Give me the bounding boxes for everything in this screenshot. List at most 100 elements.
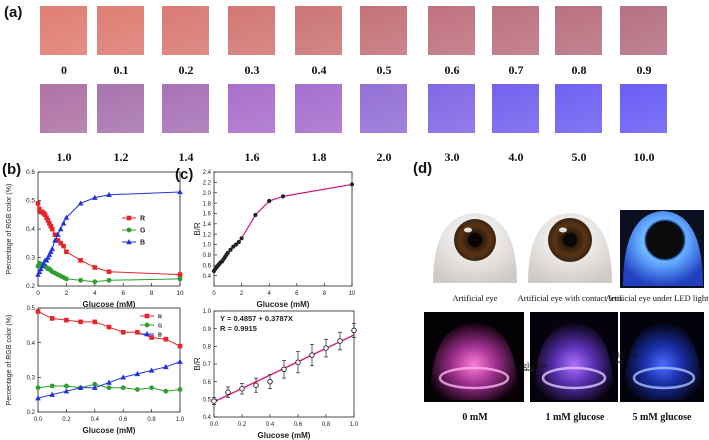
data-point	[37, 206, 42, 212]
y-tick-label: 0.2	[27, 410, 36, 416]
data-point	[35, 201, 41, 206]
y-tick-label: 1.6	[203, 212, 212, 218]
legend-label: G	[158, 324, 162, 330]
data-point	[58, 240, 64, 246]
data-point	[106, 269, 112, 275]
data-point	[47, 248, 54, 254]
rgb-percentage-chart-full-range: 0 2 4 6 8 10 0.2 0.3 0.4 0.5 0.6 Glucose (mM) Percen…	[6, 169, 184, 309]
y-tick-label: 0.4	[26, 226, 35, 233]
y-tick-label: 2.2	[203, 181, 212, 187]
data-point	[177, 188, 183, 195]
data-point	[92, 319, 98, 325]
caption-0mM: 0 mM	[462, 412, 488, 423]
concentration-label: 0.8	[571, 63, 587, 77]
x-tick-label: 0	[212, 291, 216, 297]
data-point	[120, 374, 126, 380]
data-point	[120, 329, 126, 335]
x-tick-label: 8	[323, 291, 327, 297]
y-tick-label: 1.0	[203, 309, 212, 315]
y-tick-label: 0.5	[27, 306, 36, 312]
data-point	[149, 385, 155, 391]
x-axis-label: Glucose (mM)	[83, 300, 136, 309]
data-point	[78, 258, 83, 263]
panel-label-c: (c)	[175, 166, 194, 183]
color-swatch	[428, 6, 475, 55]
data-point	[64, 383, 69, 389]
data-point	[42, 212, 48, 218]
arrow-icon	[524, 367, 535, 373]
data-point	[35, 395, 41, 401]
y-tick-label: 1.0	[203, 243, 212, 249]
artificial-eye-with-lens-photo	[528, 213, 612, 283]
arrow-icon	[612, 359, 624, 365]
data-point	[177, 272, 183, 277]
y-tick-label: 1.8	[203, 201, 212, 207]
data-point	[126, 227, 132, 233]
data-point	[92, 194, 98, 200]
data-point	[267, 378, 273, 385]
legend-label: B	[158, 333, 162, 339]
x-tick-label: 2	[65, 290, 69, 297]
color-swatch	[555, 84, 602, 133]
fit-annotation: Y = 0.4857 + 0.3787X	[220, 314, 293, 323]
concentration-label: 0.4	[311, 63, 327, 77]
series-line-B	[37, 191, 181, 275]
data-point	[177, 276, 183, 282]
data-point	[126, 239, 132, 245]
legend-label: G	[140, 228, 146, 235]
data-point	[135, 387, 140, 392]
x-axis-label: Glucose (mM)	[257, 300, 310, 309]
data-point	[49, 245, 55, 252]
data-point	[163, 388, 169, 394]
data-point	[239, 236, 244, 241]
y-tick-label: 2.0	[203, 191, 212, 197]
data-point	[120, 385, 126, 391]
color-swatch	[620, 84, 667, 133]
data-point	[48, 223, 54, 229]
concentration-label: 5.0	[571, 150, 587, 164]
data-point	[77, 384, 84, 390]
color-swatch	[97, 84, 144, 133]
y-tick-label: 0.4	[203, 415, 212, 421]
y-axis-label: Percentage of RGB color (%)	[6, 315, 13, 406]
data-point	[309, 352, 315, 358]
data-point	[39, 263, 46, 269]
data-point	[163, 363, 169, 370]
data-point	[163, 336, 169, 342]
artificial-eye-photo	[433, 213, 517, 283]
x-tick-label: 0.6	[294, 422, 303, 428]
color-swatch	[228, 84, 275, 133]
data-point	[78, 319, 83, 325]
y-tick-label: 0.5	[203, 398, 212, 404]
data-point	[46, 251, 53, 257]
data-point	[351, 327, 357, 334]
concentration-label: 10.0	[633, 150, 655, 164]
data-point	[64, 317, 69, 323]
color-swatch	[295, 84, 342, 133]
data-point	[144, 331, 150, 337]
y-tick-label: 1.4	[203, 222, 212, 228]
x-tick-label: 0.0	[34, 417, 43, 423]
color-swatch	[40, 6, 87, 55]
x-tick-label: 0.4	[91, 417, 100, 423]
data-point	[60, 220, 67, 226]
y-tick-label: 0.6	[203, 380, 212, 386]
concentration-label: 0.3	[244, 63, 260, 77]
data-point	[281, 366, 287, 373]
x-tick-label: 0.8	[322, 422, 331, 428]
x-tick-label: 0.0	[210, 422, 219, 428]
y-tick-label: 0.6	[26, 169, 35, 176]
data-point	[134, 370, 141, 377]
y-tick-label: 0.7	[203, 362, 212, 368]
data-point	[92, 384, 98, 390]
eye-5mM-photo	[620, 312, 704, 402]
eye-0mM-photo	[424, 312, 524, 402]
br-ratio-chart-full-range: 0 2 4 6 8 10 0.4 0.6 0.8 1.0 1.2 1.4 1.6 1.8 2.0 2.2 2.4…	[193, 170, 356, 309]
y-tick-label: 2.4	[203, 170, 212, 176]
x-tick-label: 0.6	[119, 417, 128, 423]
data-point	[35, 309, 41, 314]
color-swatch	[162, 84, 209, 133]
concentration-label: 3.0	[444, 150, 460, 164]
data-point	[177, 358, 183, 364]
y-tick-label: 0.8	[203, 253, 212, 259]
